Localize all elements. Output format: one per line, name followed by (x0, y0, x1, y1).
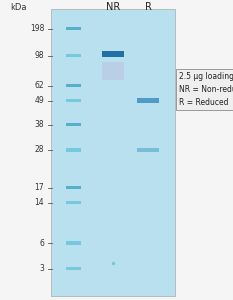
Bar (66, 267, 81, 270)
Text: kDa: kDa (10, 3, 27, 12)
Text: 49: 49 (34, 96, 44, 105)
Text: 28: 28 (35, 146, 44, 154)
Text: 6: 6 (39, 238, 44, 247)
Text: 62: 62 (35, 81, 44, 90)
Text: 14: 14 (35, 198, 44, 207)
Text: 17: 17 (35, 183, 44, 192)
Bar (66, 54, 81, 57)
Bar (66, 99, 81, 102)
Bar (51, 9, 175, 296)
Text: 2.5 μg loading
NR = Non-reduced
R = Reduced: 2.5 μg loading NR = Non-reduced R = Redu… (179, 72, 233, 107)
Bar (137, 98, 159, 103)
Bar (102, 51, 124, 57)
Text: 38: 38 (35, 120, 44, 129)
Text: 3: 3 (39, 264, 44, 273)
Bar (137, 148, 159, 152)
Bar (66, 186, 81, 189)
Text: R: R (144, 2, 151, 13)
Bar (66, 201, 81, 204)
Bar (102, 61, 124, 80)
Text: 198: 198 (30, 24, 44, 33)
Bar (66, 148, 81, 152)
Bar (66, 27, 81, 30)
Text: NR: NR (106, 2, 120, 13)
Text: 98: 98 (35, 51, 44, 60)
Bar (66, 123, 81, 126)
Bar (66, 84, 81, 87)
Bar (66, 242, 81, 245)
